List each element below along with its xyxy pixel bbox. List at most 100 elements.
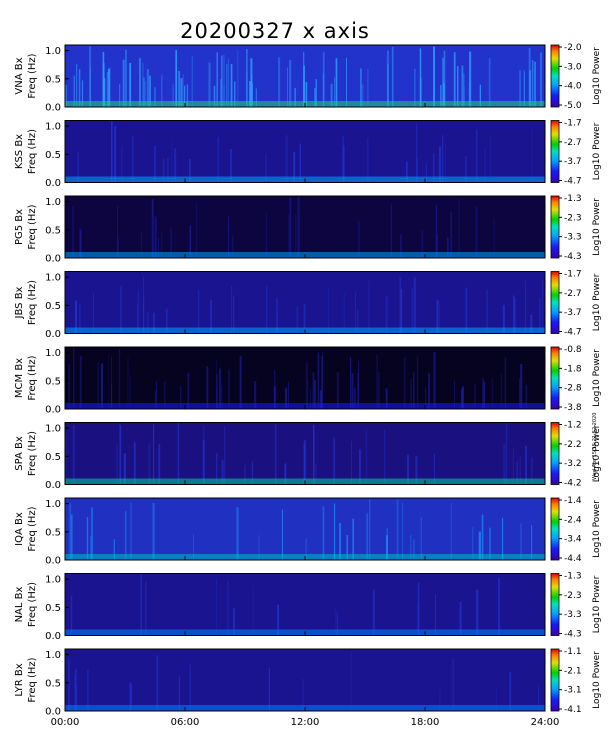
colorbar-label: Log10 Power [592,122,602,180]
y-tick-label: 1.0 [45,650,61,661]
spectral-streak [299,143,301,183]
colorbar-tick-label: -1.3 [564,572,582,582]
spectral-streak [450,211,452,258]
panel-lyr: 0.0 0.5 1.0 LYR Bx Freq (Hz) -1.1 -2.1 -3.1 -4.1… [14,647,602,718]
spectral-streak [538,686,539,711]
spectral-streak [490,134,492,183]
spectral-streak [330,83,333,107]
spectral-streak [315,464,317,485]
spectral-streak [72,206,74,258]
y-tick-label: 0.5 [45,225,61,236]
spectral-streak [206,366,209,409]
spectral-streak [482,377,484,409]
spectral-streak [530,457,533,485]
y-tick-label: 0.0 [45,254,61,265]
spectral-streak [116,444,118,485]
spectral-streak [519,70,521,107]
panel-kss: 0.0 0.5 1.0 KSS Bx Freq (Hz) -1.7 -2.7 -3.7 -4.7… [14,119,602,190]
y-axis-label-frequency: Freq (Hz) [27,355,38,400]
colorbar-tick-label: -1.1 [564,647,582,657]
spectral-streak [213,85,216,107]
spectral-streak [481,514,484,560]
spectral-streak [274,423,277,485]
spectral-streak [520,364,523,409]
spectral-streak [111,121,113,183]
spectral-streak [447,237,449,258]
panel-spa: 0.0 0.5 1.0 SPA Bx Freq (Hz) -1.2 -2.2 -3.2 -4.2… [14,421,602,492]
spectral-streak [385,388,388,409]
spectral-streak [285,388,288,409]
y-tick-label: 0.5 [45,527,61,538]
spectral-streak [153,424,155,485]
colorbar-label: Log10 Power [592,198,602,256]
colorbar-tick-label: -1.8 [564,364,582,374]
spectral-streak [117,206,119,258]
spectral-streak [534,61,536,107]
spectral-streak [295,214,297,258]
spectral-streak [70,595,73,636]
spectral-streak [114,126,117,183]
colorbar-tick-label: -1.7 [564,270,582,280]
spectral-streak [123,453,126,485]
spectral-streak [79,303,81,334]
spectral-streak [132,136,134,183]
colorbar-tick-label: -2.3 [564,213,582,223]
spectral-streak [161,231,163,258]
colorbar [550,195,560,259]
spectral-streak [334,77,335,107]
spectral-streak [154,216,157,258]
spectral-streak [223,54,225,107]
spectral-streak [177,422,180,485]
colorbar [550,120,560,183]
spectral-streak [162,158,165,183]
spectral-streak [469,51,472,107]
spectral-streak [191,56,193,107]
y-tick-label: 0.5 [45,603,61,614]
spectral-streak [289,59,292,107]
spectral-streak [122,59,125,107]
colorbar-tick-label: -3.3 [564,233,582,243]
spectral-streak [254,380,257,409]
spectral-streak [433,352,436,409]
y-tick-label: 1.0 [45,575,61,586]
spectral-streak [417,604,419,636]
spectral-streak [129,681,132,711]
spectral-streak [321,355,323,409]
spectral-streak [436,300,438,334]
spectral-streak [216,360,217,409]
spectral-streak [189,158,191,183]
spectral-streak [74,674,76,711]
spectral-streak [513,297,517,334]
spectral-streak [464,156,467,183]
y-axis-label-frequency: Freq (Hz) [27,129,38,174]
spectral-streak [539,298,541,334]
spectral-streak [355,291,356,334]
spectral-streak [87,669,89,711]
spectral-streak [203,424,205,485]
spectral-streak [155,380,158,409]
spectral-streak [68,659,71,711]
spectral-streak [304,439,307,485]
spectral-streak [97,362,99,409]
y-tick-label: 0.5 [45,150,61,161]
spectral-streak [184,85,186,107]
colorbar [550,346,560,410]
spectral-streak [124,511,127,560]
spectral-streak [90,67,91,107]
colorbar-tick-label: -2.4 [564,515,582,525]
plot-area [65,498,545,560]
spectral-streak [76,63,78,107]
spectral-streak [302,678,304,711]
colorbar-tick-label: -3.4 [564,535,582,545]
spectral-streak [234,82,235,107]
spectral-streak [328,286,329,334]
spectral-streak [406,161,408,183]
y-tick-label: 0.0 [45,103,61,114]
spectral-streak [336,612,339,636]
spectral-streak [483,381,485,409]
plot-area [65,45,545,107]
spectral-streak [154,87,156,107]
spectral-streak [129,375,131,409]
spectral-streak [369,499,371,560]
spectral-streak [366,137,369,183]
